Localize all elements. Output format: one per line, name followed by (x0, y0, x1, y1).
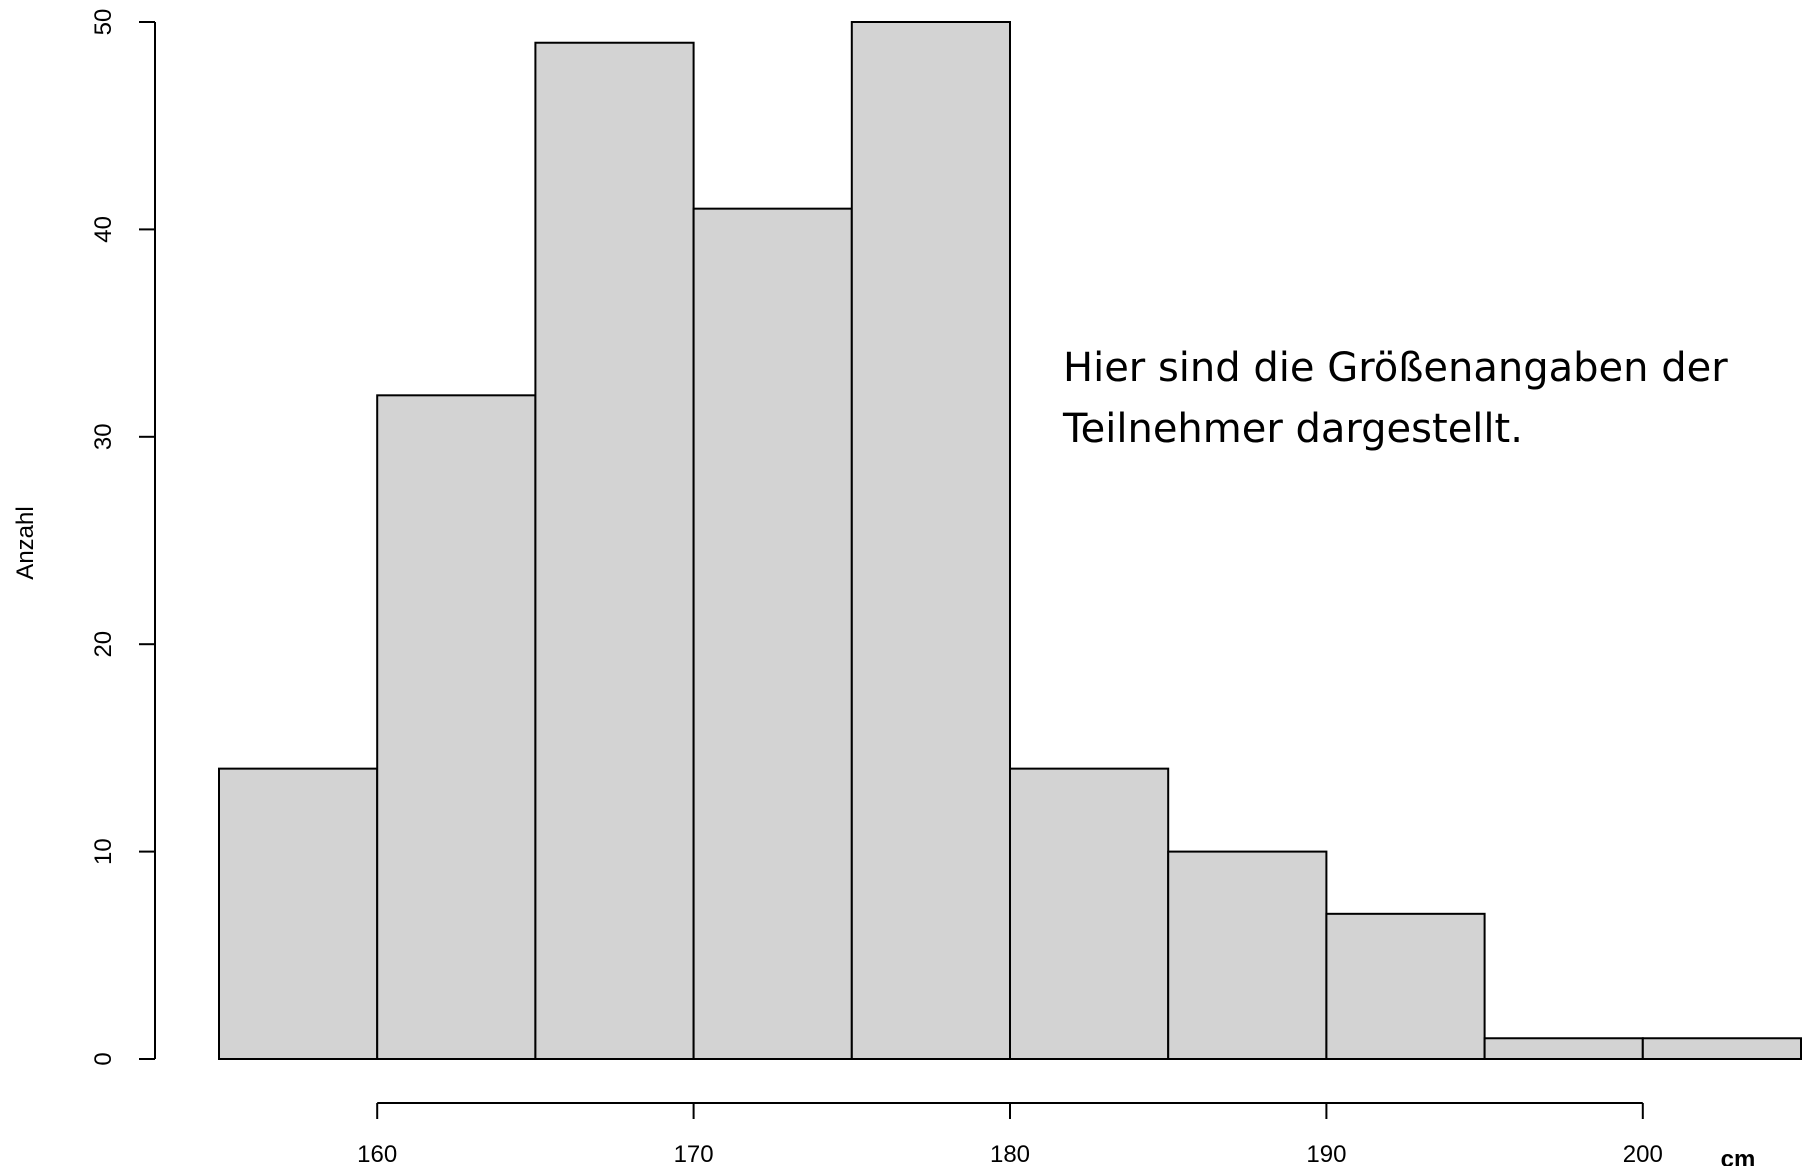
x-tick-label: 200 (1623, 1141, 1663, 1166)
y-tick-label: 40 (90, 216, 117, 243)
x-tick-label: 170 (674, 1141, 714, 1166)
histogram-bar (376, 394, 537, 1060)
annotation-line-2: Teilnehmer dargestellt. (1063, 406, 1523, 452)
x-axis: 160 170 180 190 200 (357, 1102, 1663, 1166)
y-axis: 0 10 20 30 40 50 (90, 9, 156, 1066)
y-tick-label: 30 (90, 423, 117, 450)
y-tick-label: 20 (90, 631, 117, 658)
histogram-bar (692, 207, 853, 1061)
y-tick-label: 10 (90, 838, 117, 865)
x-tick-label: 160 (357, 1141, 397, 1166)
y-tick-label: 50 (90, 9, 117, 36)
histogram-bar (1009, 767, 1170, 1060)
annotation-line-1: Hier sind die Größenangaben der (1063, 345, 1728, 391)
x-tick-label: 190 (1306, 1141, 1346, 1166)
histogram-bar (1641, 1037, 1803, 1061)
histogram-bar (850, 21, 1011, 1060)
histogram-bar (1483, 1037, 1644, 1061)
histogram-bar (1167, 850, 1328, 1060)
chart-annotation: Hier sind die Größenangaben der Teilnehm… (1063, 338, 1728, 460)
x-tick-label: 180 (990, 1141, 1030, 1166)
histogram-bar (1325, 912, 1486, 1060)
histogram-bar (218, 767, 379, 1060)
x-axis-unit-label: cm (1721, 1146, 1756, 1166)
y-tick-label: 0 (90, 1052, 117, 1065)
y-axis-title: Anzahl (12, 506, 39, 579)
histogram-bar (534, 41, 695, 1061)
histogram-bars (218, 21, 1803, 1061)
